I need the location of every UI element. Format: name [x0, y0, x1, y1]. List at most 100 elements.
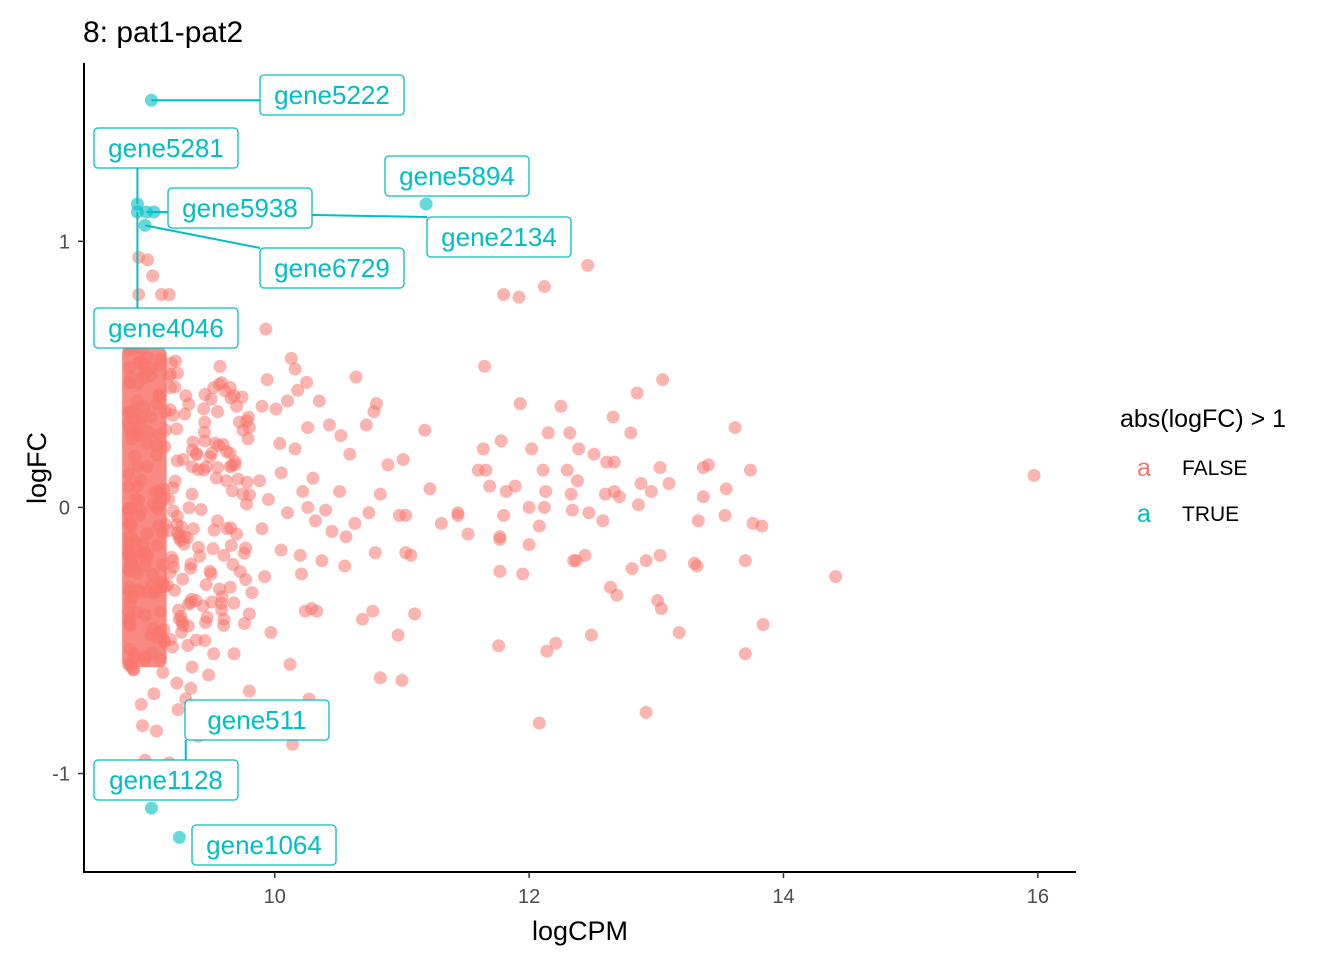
dense-cloud-point: [157, 623, 171, 637]
false-point: [134, 697, 148, 711]
false-point: [343, 447, 357, 461]
gene-label-text: gene6729: [274, 253, 390, 283]
dense-cloud-point: [141, 425, 155, 439]
false-point: [522, 538, 536, 552]
dense-cloud-point: [131, 356, 145, 370]
gene-label-box: [93, 307, 239, 349]
gene-label: gene5938: [167, 187, 313, 229]
false-point: [418, 423, 432, 437]
false-point: [373, 671, 387, 685]
false-point: [651, 594, 665, 608]
false-point: [539, 484, 553, 498]
false-point: [493, 530, 507, 544]
false-point: [572, 442, 586, 456]
false-point: [367, 405, 381, 419]
false-point: [606, 410, 620, 424]
gene-label: gene5281: [93, 127, 239, 169]
false-point: [408, 607, 422, 621]
false-point: [381, 458, 395, 472]
dense-cloud-point: [127, 404, 141, 418]
dense-cloud-point: [146, 567, 160, 581]
dense-cloud-point: [150, 538, 164, 552]
false-point: [286, 737, 300, 751]
dense-cloud-point: [178, 407, 192, 421]
false-point: [273, 437, 287, 451]
false-point: [258, 570, 272, 584]
false-point: [639, 705, 653, 719]
false-point: [653, 461, 667, 474]
dense-cloud-point: [156, 558, 170, 572]
gene-label-text: gene5938: [182, 193, 298, 223]
false-point: [541, 426, 555, 440]
false-point: [540, 644, 554, 658]
gene-label-box: [93, 759, 239, 801]
false-point: [211, 405, 225, 419]
false-point: [274, 466, 288, 480]
false-point: [537, 500, 551, 514]
false-point: [479, 463, 493, 477]
false-point: [513, 397, 527, 411]
false-point: [171, 703, 185, 717]
gene-label-box: [184, 699, 330, 741]
dense-cloud-point: [123, 502, 137, 516]
false-point: [399, 508, 413, 522]
false-point: [219, 445, 233, 459]
gene-label-text: gene5894: [399, 161, 515, 191]
false-point: [296, 484, 310, 498]
false-point: [162, 288, 176, 302]
false-point: [366, 604, 380, 618]
gene-label-box: [384, 155, 530, 197]
dense-cloud-point: [175, 625, 189, 639]
dense-cloud-point: [197, 402, 211, 416]
false-point: [301, 421, 315, 435]
false-point: [280, 506, 294, 520]
dense-cloud-point: [140, 436, 154, 450]
false-point: [185, 660, 199, 674]
dense-cloud-point: [223, 460, 237, 474]
false-point: [564, 487, 578, 501]
false-point: [567, 554, 581, 568]
false-point: [333, 484, 347, 498]
false-point: [391, 628, 405, 642]
false-point: [315, 554, 329, 568]
dense-cloud-point: [220, 522, 234, 536]
y-tick-label: -1: [52, 764, 70, 786]
y-tick-label: 1: [59, 231, 70, 253]
dense-cloud-point: [125, 558, 139, 572]
false-point: [512, 290, 526, 304]
false-point: [325, 524, 339, 538]
gene-label: gene6729: [259, 247, 405, 289]
false-point: [217, 612, 231, 626]
dense-cloud-point: [151, 485, 165, 499]
false-point: [261, 492, 275, 506]
dense-cloud-point: [177, 530, 191, 544]
false-point: [493, 564, 507, 578]
gene-label-box: [426, 216, 572, 258]
false-point: [184, 681, 198, 695]
false-point: [319, 503, 333, 517]
false-point: [236, 487, 250, 501]
false-point: [334, 429, 348, 443]
false-point: [497, 288, 511, 302]
false-point: [306, 471, 320, 485]
false-point: [563, 426, 577, 440]
x-axis-label: logCPM: [532, 916, 628, 946]
dense-cloud-point: [122, 581, 136, 595]
false-point: [204, 567, 218, 581]
false-point: [245, 586, 259, 600]
dense-cloud-point: [122, 467, 136, 481]
false-point: [288, 362, 302, 376]
false-point: [368, 546, 382, 560]
false-point: [312, 394, 326, 408]
dense-cloud-point: [124, 529, 138, 543]
dense-cloud-point: [158, 517, 172, 531]
dense-cloud-point: [240, 497, 254, 511]
gene-label: gene2134: [426, 216, 572, 258]
false-point: [494, 434, 508, 448]
dense-cloud-point: [205, 595, 219, 609]
y-axis-label: logFC: [22, 432, 52, 504]
false-point: [596, 514, 610, 528]
false-point: [578, 548, 592, 562]
dense-cloud-point: [123, 596, 137, 610]
